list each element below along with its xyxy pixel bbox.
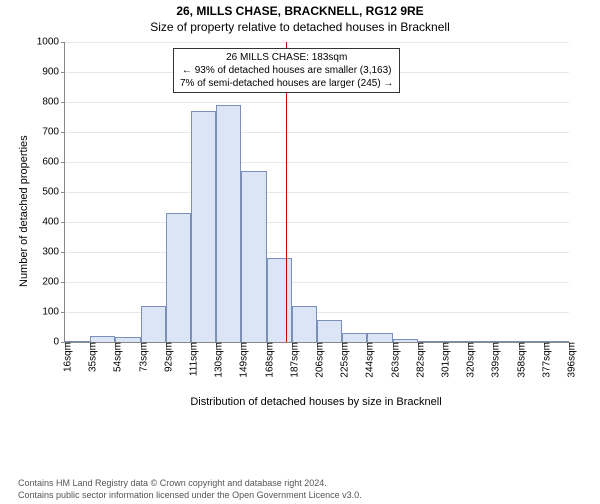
annotation-line-1: 26 MILLS CHASE: 183sqm [226, 52, 347, 63]
page-title: 26, MILLS CHASE, BRACKNELL, RG12 9RE [0, 4, 600, 18]
histogram-bar [191, 111, 216, 342]
x-tick-label: 301sqm [435, 342, 452, 378]
histogram-bar [468, 341, 493, 342]
x-tick-label: 168sqm [258, 342, 275, 378]
plot-area: 0100200300400500600700800900100016sqm35s… [64, 42, 569, 343]
page-subtitle: Size of property relative to detached ho… [0, 20, 600, 34]
x-tick-label: 282sqm [409, 342, 426, 378]
x-tick-label: 244sqm [359, 342, 376, 378]
x-tick-label: 206sqm [309, 342, 326, 378]
annotation-box: 26 MILLS CHASE: 183sqm ← 93% of detached … [173, 48, 400, 93]
x-tick-label: 263sqm [384, 342, 401, 378]
y-tick-label: 400 [42, 217, 65, 228]
histogram-bar [317, 320, 342, 343]
histogram-bar [65, 341, 90, 342]
x-tick-label: 225sqm [334, 342, 351, 378]
x-tick-label: 54sqm [107, 342, 124, 372]
histogram-bar [443, 341, 468, 343]
x-tick-label: 396sqm [561, 342, 578, 378]
histogram-bar [493, 341, 518, 342]
y-tick-label: 100 [42, 307, 65, 318]
x-tick-label: 320sqm [460, 342, 477, 378]
histogram-bar [367, 333, 392, 342]
credit-line-2: Contains public sector information licen… [0, 490, 600, 500]
annotation-line-3: 7% of semi-detached houses are larger (2… [180, 78, 393, 89]
histogram-bar [216, 105, 241, 342]
annotation-line-2: ← 93% of detached houses are smaller (3,… [182, 65, 392, 76]
histogram-bar [292, 306, 317, 342]
x-axis-label: Distribution of detached houses by size … [166, 396, 466, 408]
x-tick-label: 111sqm [183, 342, 200, 376]
chart-container: Number of detached properties 0100200300… [0, 42, 600, 462]
x-tick-label: 358sqm [510, 342, 527, 378]
histogram-bar [267, 258, 292, 342]
histogram-bar [166, 213, 191, 342]
grid-line [65, 222, 569, 223]
grid-line [65, 132, 569, 133]
y-axis-label: Number of detached properties [18, 135, 30, 287]
y-tick-label: 800 [42, 97, 65, 108]
grid-line [65, 102, 569, 103]
histogram-bar [544, 341, 569, 342]
histogram-bar [90, 336, 115, 342]
histogram-bar [393, 339, 418, 342]
histogram-bar [418, 341, 443, 343]
grid-line [65, 42, 569, 43]
y-tick-label: 1000 [37, 37, 65, 48]
y-tick-label: 700 [42, 127, 65, 138]
y-tick-label: 200 [42, 277, 65, 288]
x-tick-label: 16sqm [57, 342, 74, 372]
histogram-bar [241, 171, 266, 342]
y-tick-label: 500 [42, 187, 65, 198]
x-tick-label: 35sqm [82, 342, 99, 372]
credit-line-1: Contains HM Land Registry data © Crown c… [0, 478, 600, 488]
x-tick-label: 130sqm [208, 342, 225, 378]
x-tick-label: 149sqm [233, 342, 250, 378]
histogram-bar [141, 306, 166, 342]
grid-line [65, 192, 569, 193]
x-tick-label: 377sqm [535, 342, 552, 378]
x-tick-label: 73sqm [132, 342, 149, 372]
x-tick-label: 92sqm [157, 342, 174, 372]
histogram-bar [519, 341, 544, 342]
grid-line [65, 252, 569, 253]
y-tick-label: 900 [42, 67, 65, 78]
grid-line [65, 282, 569, 283]
x-tick-label: 339sqm [485, 342, 502, 378]
x-tick-label: 187sqm [283, 342, 300, 378]
histogram-bar [115, 337, 140, 342]
y-tick-label: 600 [42, 157, 65, 168]
histogram-bar [342, 333, 367, 342]
y-tick-label: 300 [42, 247, 65, 258]
grid-line [65, 162, 569, 163]
